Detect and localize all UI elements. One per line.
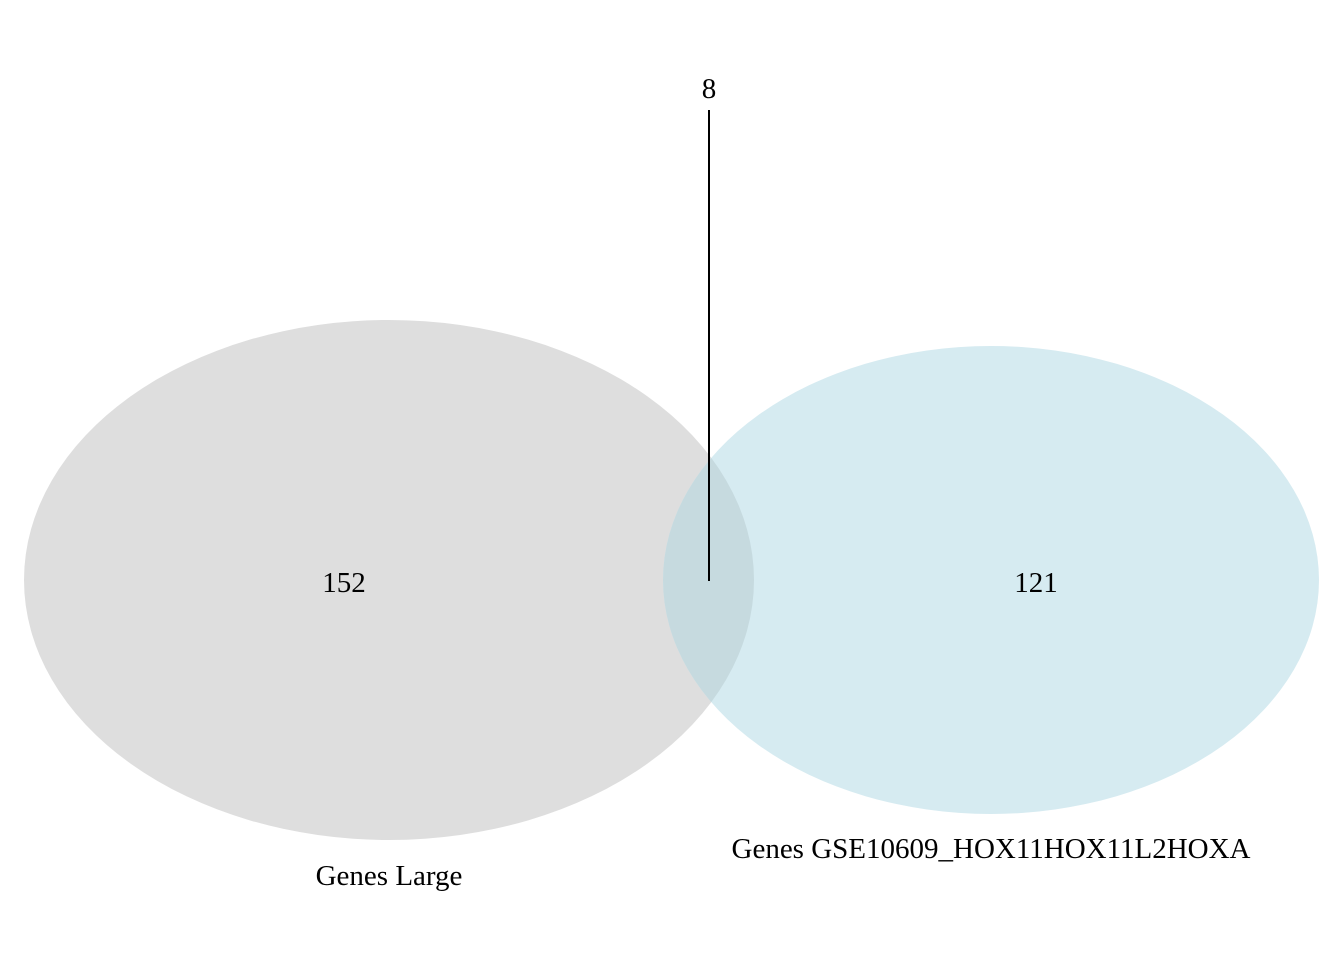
set-ellipse-genes-gse10609	[663, 346, 1319, 814]
set-label-genes-gse10609: Genes GSE10609_HOX11HOX11L2HOXA	[732, 833, 1251, 865]
set-count-genes-gse10609: 121	[1014, 567, 1058, 599]
set-ellipse-genes-large	[24, 320, 754, 840]
set-count-genes-large: 152	[322, 567, 366, 599]
set-label-genes-large: Genes Large	[316, 860, 463, 892]
intersection-count: 8	[702, 73, 717, 105]
